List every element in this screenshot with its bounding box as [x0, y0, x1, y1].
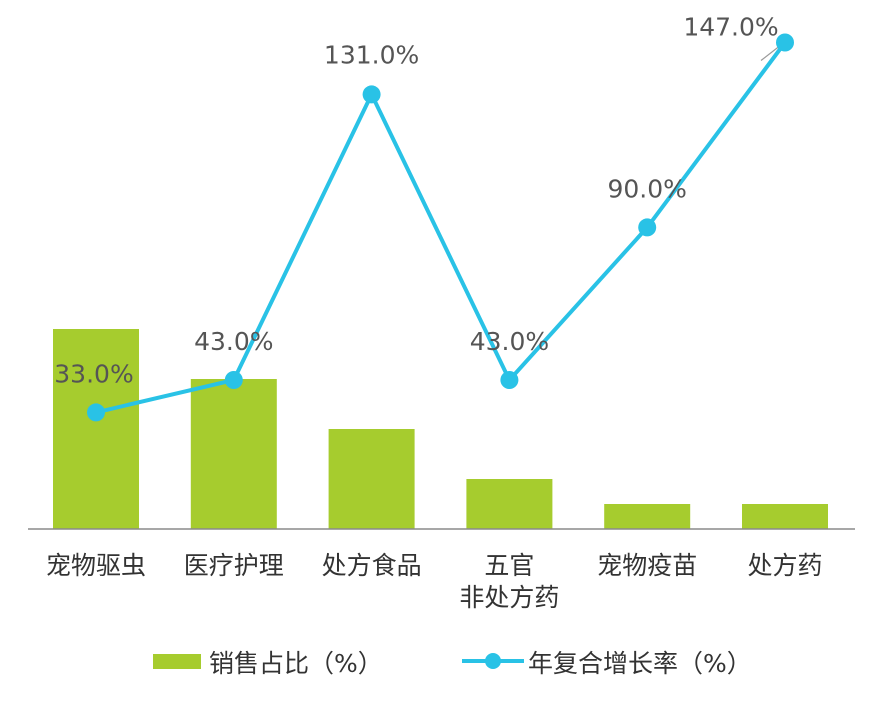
- legend: 销售占比（%） 年复合增长率（%）: [153, 649, 752, 678]
- label-leader-line: [760, 46, 780, 61]
- bar: [742, 504, 828, 529]
- bar: [604, 504, 691, 529]
- category-label: 非处方药: [459, 583, 559, 612]
- legend-swatch-bar: [153, 654, 201, 669]
- category-label: 五官: [484, 551, 534, 580]
- growth-line: [95, 41, 787, 415]
- category-label: 宠物疫苗: [597, 551, 697, 580]
- data-label: 90.0%: [607, 174, 686, 203]
- bar: [328, 429, 415, 529]
- growth-point: [224, 371, 243, 389]
- legend-label-bar: 销售占比（%）: [209, 649, 383, 678]
- data-label: 33.0%: [54, 359, 133, 388]
- data-label: 43.0%: [470, 327, 549, 356]
- bar: [53, 329, 139, 529]
- data-label: 131.0%: [324, 40, 419, 69]
- data-labels: 33.0% 43.0% 131.0% 43.0% 90.0% 147.0%: [54, 13, 778, 389]
- data-label: 147.0%: [683, 13, 778, 42]
- bar-series: [53, 329, 828, 529]
- bar: [466, 479, 553, 529]
- category-label: 处方食品: [322, 551, 422, 580]
- growth-point: [500, 371, 519, 389]
- legend-label-line: 年复合增长率（%）: [528, 649, 752, 678]
- category-label: 处方药: [747, 551, 822, 580]
- category-label: 宠物驱虫: [46, 551, 146, 580]
- category-label: 医疗护理: [184, 551, 284, 580]
- growth-point: [638, 218, 657, 237]
- growth-point: [362, 85, 381, 104]
- growth-point: [776, 33, 794, 52]
- data-label: 43.0%: [194, 327, 273, 356]
- growth-point: [87, 403, 105, 422]
- bar: [190, 379, 277, 529]
- legend-swatch-marker: [485, 653, 501, 669]
- line-series: [87, 33, 794, 422]
